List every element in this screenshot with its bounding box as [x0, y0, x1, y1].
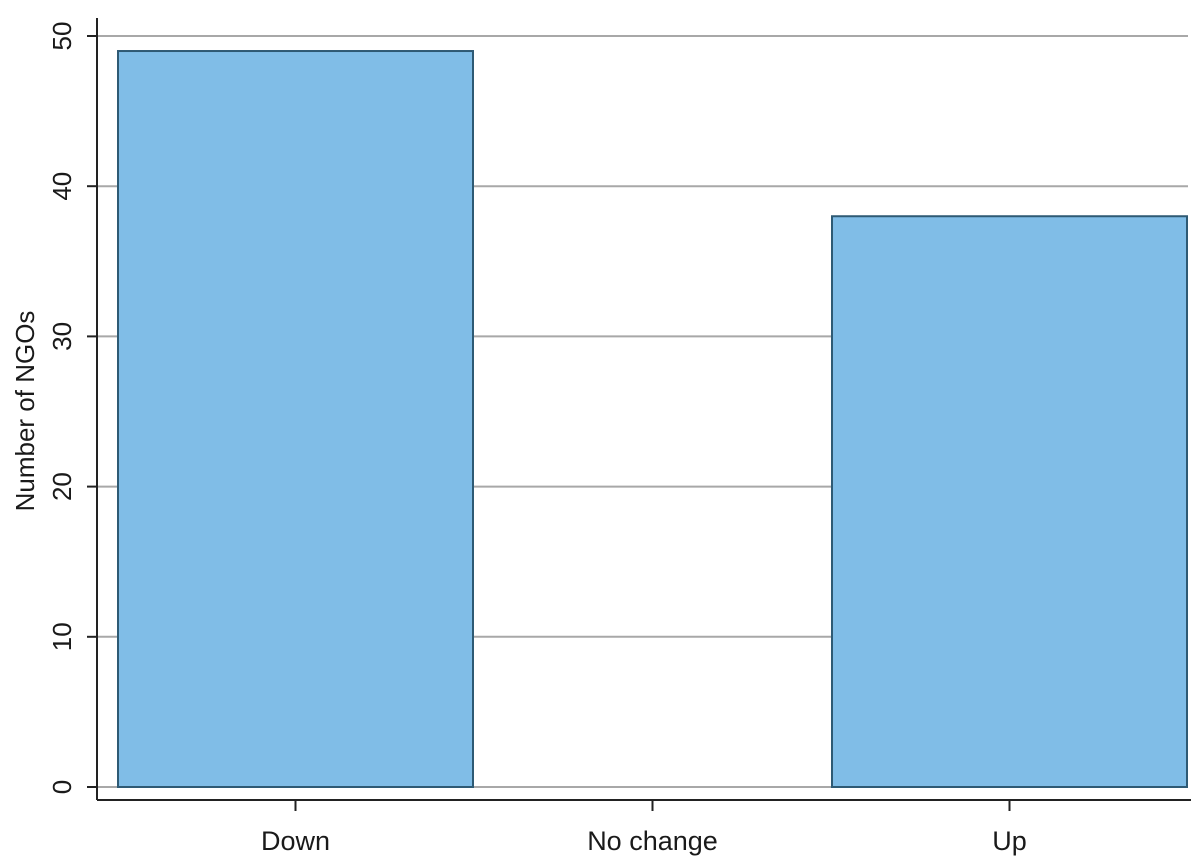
bar-down [117, 50, 474, 788]
y-tick-label: 30 [47, 322, 77, 351]
y-tick-label: 50 [47, 22, 77, 51]
x-ticks: Down No change Up [261, 800, 1027, 856]
bar-up [831, 215, 1188, 789]
y-tick-label: 40 [47, 172, 77, 201]
y-axis-label: Number of NGOs [10, 311, 40, 512]
x-tick-label: Up [992, 826, 1027, 856]
y-tick-label: 10 [47, 622, 77, 651]
x-tick-label: No change [587, 826, 718, 856]
y-ticks: 0 10 20 30 40 50 [47, 22, 97, 794]
y-tick-label: 20 [47, 472, 77, 501]
y-tick-label: 0 [47, 780, 77, 794]
bars [117, 50, 1188, 789]
x-tick-label: Down [261, 826, 330, 856]
